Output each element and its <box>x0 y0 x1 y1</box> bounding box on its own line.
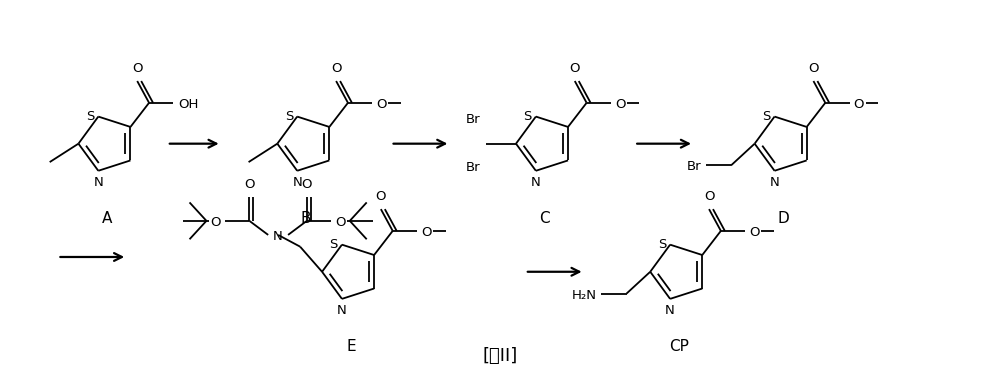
Text: Br: Br <box>687 160 702 174</box>
Text: N: N <box>273 230 283 243</box>
Text: C: C <box>539 211 550 226</box>
Text: O: O <box>335 216 346 229</box>
Text: Br: Br <box>466 161 481 174</box>
Text: CP: CP <box>669 339 689 354</box>
Text: N: N <box>770 176 779 189</box>
Text: N: N <box>531 176 541 189</box>
Text: Br: Br <box>466 113 481 126</box>
Text: S: S <box>86 110 94 122</box>
Text: S: S <box>524 110 532 122</box>
Text: O: O <box>615 98 625 111</box>
Text: N: N <box>292 176 302 189</box>
Text: O: O <box>331 62 341 75</box>
Text: O: O <box>704 190 714 203</box>
Text: O: O <box>244 178 255 192</box>
Text: S: S <box>330 238 338 251</box>
Text: OH: OH <box>178 98 199 111</box>
Text: S: S <box>762 110 771 122</box>
Text: O: O <box>570 62 580 75</box>
Text: O: O <box>211 216 221 229</box>
Text: N: N <box>665 304 675 317</box>
Text: S: S <box>285 110 293 122</box>
Text: N: N <box>93 176 103 189</box>
Text: N: N <box>337 304 347 317</box>
Text: [式II]: [式II] <box>482 347 518 364</box>
Text: O: O <box>376 190 386 203</box>
Text: D: D <box>778 211 789 226</box>
Text: O: O <box>854 98 864 111</box>
Text: E: E <box>346 339 356 354</box>
Text: S: S <box>658 238 666 251</box>
Text: H₂N: H₂N <box>572 288 597 302</box>
Text: O: O <box>376 98 387 111</box>
Text: O: O <box>302 178 312 192</box>
Text: B: B <box>301 211 311 226</box>
Text: A: A <box>102 211 112 226</box>
Text: O: O <box>749 226 760 239</box>
Text: O: O <box>421 226 432 239</box>
Text: O: O <box>132 62 142 75</box>
Text: O: O <box>808 62 819 75</box>
